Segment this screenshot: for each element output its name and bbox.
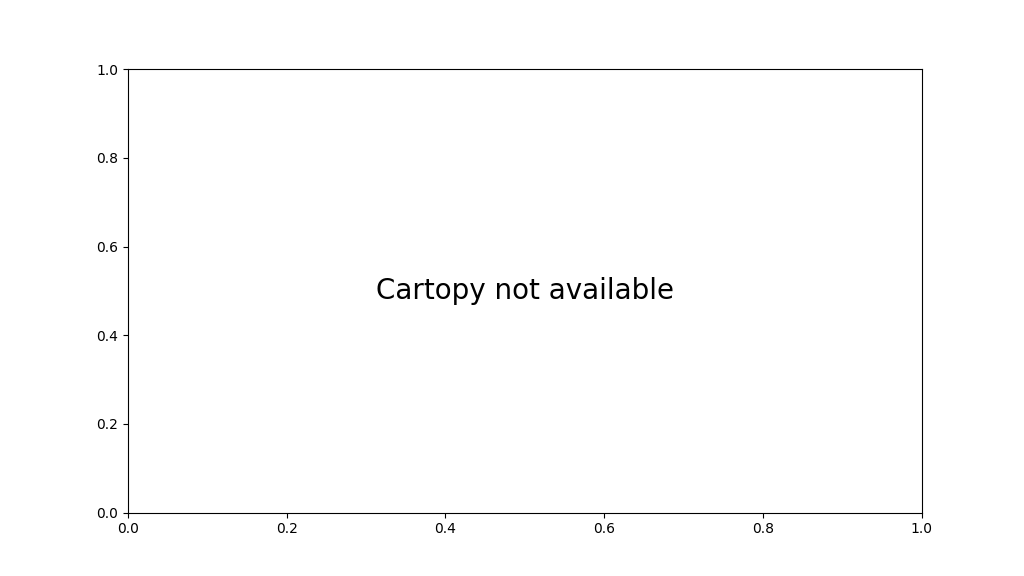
Text: Cartopy not available: Cartopy not available: [376, 277, 674, 305]
